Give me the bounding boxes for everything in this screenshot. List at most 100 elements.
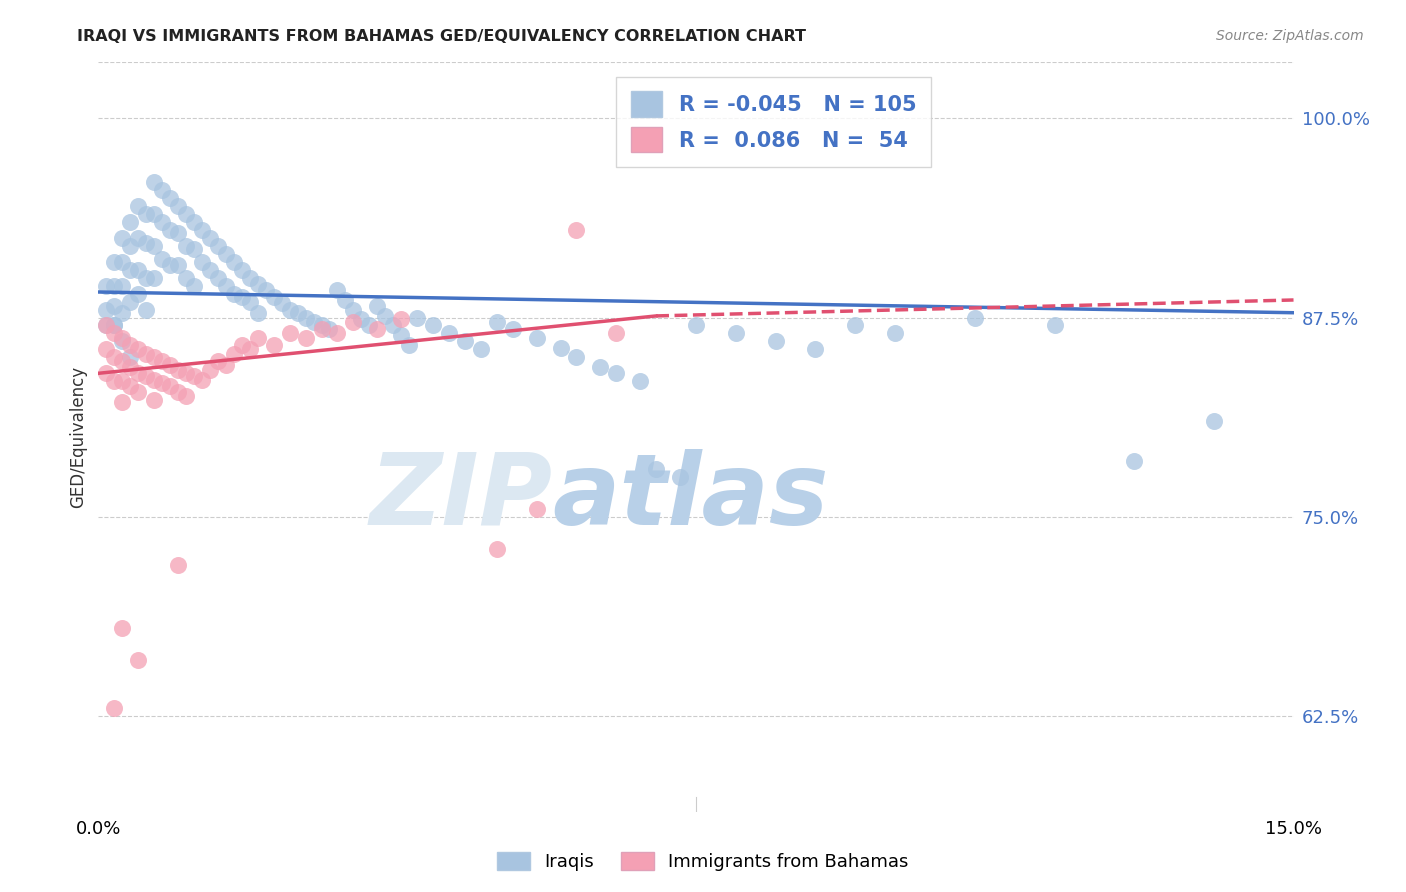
Point xyxy=(382,318,405,333)
Point xyxy=(135,270,157,285)
Point xyxy=(239,294,262,309)
Point xyxy=(231,337,253,351)
Point xyxy=(96,318,118,333)
Point xyxy=(111,374,134,388)
Point xyxy=(350,312,373,326)
Point xyxy=(127,286,149,301)
Point xyxy=(167,258,190,272)
Point xyxy=(167,558,190,572)
Point xyxy=(167,199,190,213)
Point xyxy=(183,242,205,256)
Point xyxy=(526,331,548,345)
Point xyxy=(605,367,627,381)
Point xyxy=(605,326,627,341)
Point xyxy=(127,343,149,357)
Point xyxy=(326,326,349,341)
Point xyxy=(103,326,125,341)
Point xyxy=(485,315,508,329)
Point xyxy=(254,284,277,298)
Point xyxy=(159,258,181,272)
Point xyxy=(198,363,221,377)
Point xyxy=(198,231,221,245)
Point xyxy=(191,373,214,387)
Point xyxy=(389,328,412,343)
Point xyxy=(222,286,245,301)
Point xyxy=(335,293,357,307)
Point xyxy=(135,302,157,317)
Point xyxy=(278,326,301,341)
Point xyxy=(111,395,134,409)
Point xyxy=(470,343,492,357)
Point xyxy=(246,277,269,291)
Point xyxy=(174,367,197,381)
Point xyxy=(359,318,381,333)
Point xyxy=(207,353,229,368)
Point xyxy=(127,231,149,245)
Point xyxy=(111,353,134,368)
Point xyxy=(120,359,142,374)
Point xyxy=(150,376,173,390)
Text: Source: ZipAtlas.com: Source: ZipAtlas.com xyxy=(1216,29,1364,43)
Point xyxy=(270,296,292,310)
Point xyxy=(342,302,364,317)
Point xyxy=(287,306,309,320)
Point xyxy=(326,284,349,298)
Point xyxy=(96,302,118,317)
Point xyxy=(143,351,166,365)
Point xyxy=(422,318,444,333)
Point xyxy=(765,334,787,349)
Point xyxy=(1202,414,1225,428)
Point xyxy=(366,321,388,335)
Legend: Iraqis, Immigrants from Bahamas: Iraqis, Immigrants from Bahamas xyxy=(491,845,915,879)
Point xyxy=(263,337,285,351)
Text: atlas: atlas xyxy=(553,449,830,546)
Point xyxy=(103,278,125,293)
Point xyxy=(174,239,197,253)
Point xyxy=(645,462,668,476)
Point xyxy=(342,315,364,329)
Point xyxy=(159,359,181,373)
Point xyxy=(103,299,125,313)
Point xyxy=(565,223,588,237)
Point xyxy=(685,318,707,333)
Point xyxy=(246,306,269,320)
Point xyxy=(150,215,173,229)
Point xyxy=(150,183,173,197)
Point xyxy=(1123,454,1146,468)
Point xyxy=(565,351,588,365)
Y-axis label: GED/Equivalency: GED/Equivalency xyxy=(69,366,87,508)
Point xyxy=(454,334,477,349)
Point xyxy=(628,374,651,388)
Point xyxy=(111,278,134,293)
Point xyxy=(589,359,612,374)
Legend: R = -0.045   N = 105, R =  0.086   N =  54: R = -0.045 N = 105, R = 0.086 N = 54 xyxy=(616,77,931,167)
Point xyxy=(963,310,986,325)
Point xyxy=(222,254,245,268)
Point xyxy=(135,369,157,384)
Point xyxy=(724,326,747,341)
Point xyxy=(167,226,190,240)
Point xyxy=(120,215,142,229)
Text: IRAQI VS IMMIGRANTS FROM BAHAMAS GED/EQUIVALENCY CORRELATION CHART: IRAQI VS IMMIGRANTS FROM BAHAMAS GED/EQU… xyxy=(77,29,806,44)
Point xyxy=(150,252,173,266)
Point xyxy=(143,270,166,285)
Point xyxy=(174,207,197,221)
Point xyxy=(150,353,173,368)
Point xyxy=(398,337,420,351)
Point xyxy=(103,318,125,333)
Point xyxy=(318,321,340,335)
Point xyxy=(183,278,205,293)
Point xyxy=(120,337,142,351)
Point xyxy=(526,501,548,516)
Point xyxy=(127,367,149,381)
Point xyxy=(311,321,333,335)
Point xyxy=(120,379,142,393)
Point xyxy=(502,321,524,335)
Point xyxy=(231,262,253,277)
Point xyxy=(96,367,118,381)
Point xyxy=(804,343,827,357)
Point xyxy=(311,318,333,333)
Point xyxy=(550,341,572,355)
Point xyxy=(111,621,134,635)
Point xyxy=(167,363,190,377)
